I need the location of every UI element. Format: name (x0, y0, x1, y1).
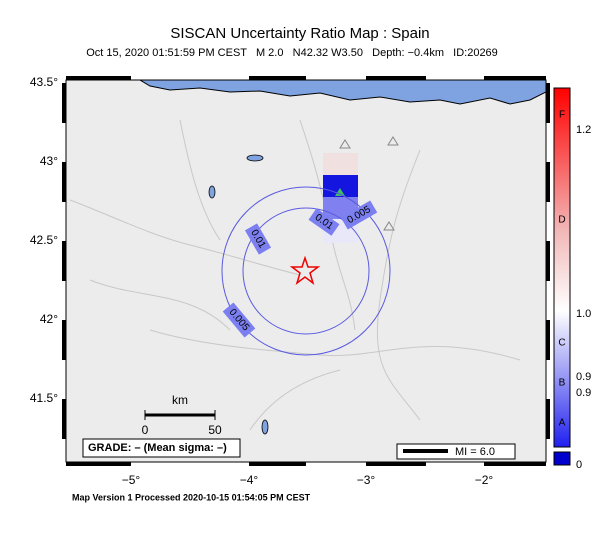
scale-unit: km (172, 393, 188, 407)
frame-ticks (62, 76, 550, 466)
colorbar: F D C B A 1.2 1.0 0.9 0.9 0 (553, 87, 591, 471)
grade-letter: D (558, 215, 565, 226)
grade-letter: C (558, 338, 565, 349)
grade-letter: A (559, 418, 566, 429)
colorbar-label: 1.2 (576, 124, 591, 136)
title: SISCAN Uncertainty Ratio Map : Spain (170, 25, 429, 42)
colorbar-label: 1.0 (576, 308, 591, 320)
grade: GRADE: – (Mean sigma: –) (88, 442, 227, 454)
subtitle: Oct 15, 2020 01:51:59 PM CEST M 2.0 N42.… (86, 47, 498, 59)
lat-label: 43.5° (30, 75, 58, 89)
lat-label: 41.5° (30, 391, 58, 405)
lat-label: 43° (40, 154, 58, 168)
colorbar-label: 0.9 (576, 387, 591, 399)
lon-label: −2° (475, 473, 494, 487)
lon-label: −4° (240, 473, 259, 487)
colorbar-label: 0 (576, 459, 582, 471)
grade-letter: F (559, 110, 565, 121)
lat-label: 42° (40, 312, 58, 326)
lon-label: −3° (357, 473, 376, 487)
scale-tick: 50 (208, 423, 222, 437)
lat-label: 42.5° (30, 233, 58, 247)
mi-legend: MI = 6.0 (455, 446, 495, 458)
map-area: 0.005 0.01 0.01 0.005 km 0 50 GRADE: – (… (66, 80, 546, 462)
lon-label: −5° (122, 473, 141, 487)
footer: Map Version 1 Processed 2020-10-15 01:54… (72, 492, 311, 502)
colorbar-label: 0.9 (576, 371, 591, 383)
grade-letter: B (559, 378, 566, 389)
scale-tick: 0 (142, 423, 149, 437)
